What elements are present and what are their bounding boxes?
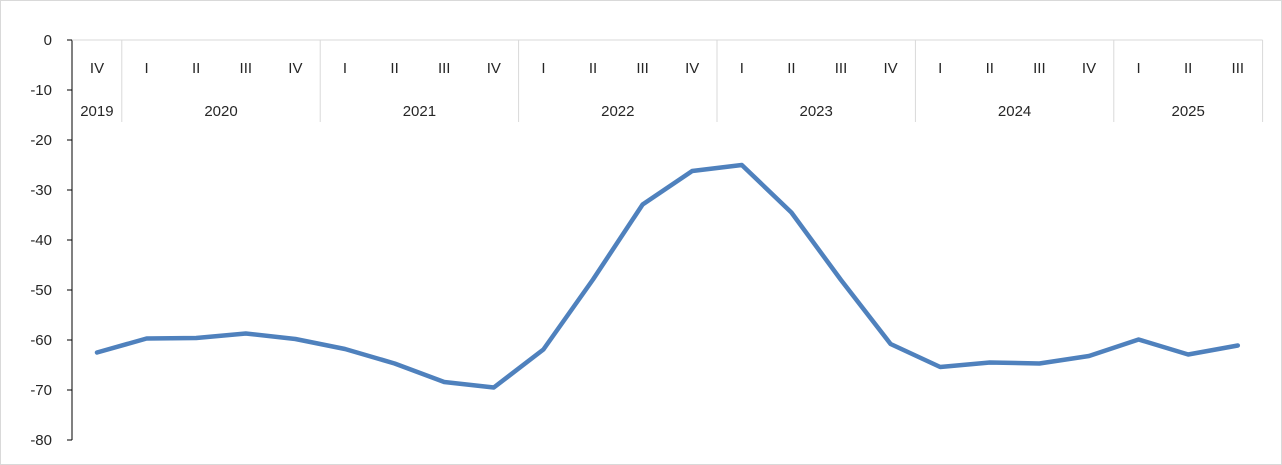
series-line (94, 162, 1241, 390)
y-tick-label: -70 (30, 382, 52, 399)
x-quarter-label: I (343, 60, 347, 77)
x-quarter-label: I (1137, 60, 1141, 77)
x-quarter-label: II (390, 60, 398, 77)
y-tick-label: -10 (30, 82, 52, 99)
x-quarter-label: II (589, 60, 597, 77)
x-quarter-label: I (740, 60, 744, 77)
x-quarter-label: III (1033, 60, 1046, 77)
y-tick-label: -30 (30, 182, 52, 199)
x-quarter-label: III (438, 60, 451, 77)
x-quarter-label: III (240, 60, 253, 77)
x-quarter-label: III (1232, 60, 1245, 77)
x-quarter-label: I (938, 60, 942, 77)
x-quarter-label: I (541, 60, 545, 77)
x-quarter-label: II (787, 60, 795, 77)
x-quarter-label: IV (90, 60, 104, 77)
x-quarter-label: IV (487, 60, 501, 77)
x-quarter-label: IV (288, 60, 302, 77)
x-year-label: 2024 (998, 103, 1031, 120)
y-tick-label: -60 (30, 332, 52, 349)
x-quarter-label: IV (1082, 60, 1096, 77)
x-year-label: 2020 (204, 103, 237, 120)
x-quarter-label: I (145, 60, 149, 77)
x-quarter-label: II (192, 60, 200, 77)
x-year-label: 2025 (1172, 103, 1205, 120)
y-tick-label: -50 (30, 282, 52, 299)
x-year-label: 2019 (80, 103, 113, 120)
x-year-label: 2023 (800, 103, 833, 120)
y-tick-label: -20 (30, 132, 52, 149)
x-quarter-label: IV (884, 60, 898, 77)
x-quarter-label: III (636, 60, 649, 77)
y-tick-label: -40 (30, 232, 52, 249)
x-quarter-label: IV (685, 60, 699, 77)
x-quarter-label: II (1184, 60, 1192, 77)
x-quarter-label: II (986, 60, 994, 77)
y-tick-label: 0 (44, 32, 52, 49)
x-year-label: 2022 (601, 103, 634, 120)
x-quarter-label: III (835, 60, 848, 77)
y-tick-label: -80 (30, 432, 52, 449)
x-year-label: 2021 (403, 103, 436, 120)
